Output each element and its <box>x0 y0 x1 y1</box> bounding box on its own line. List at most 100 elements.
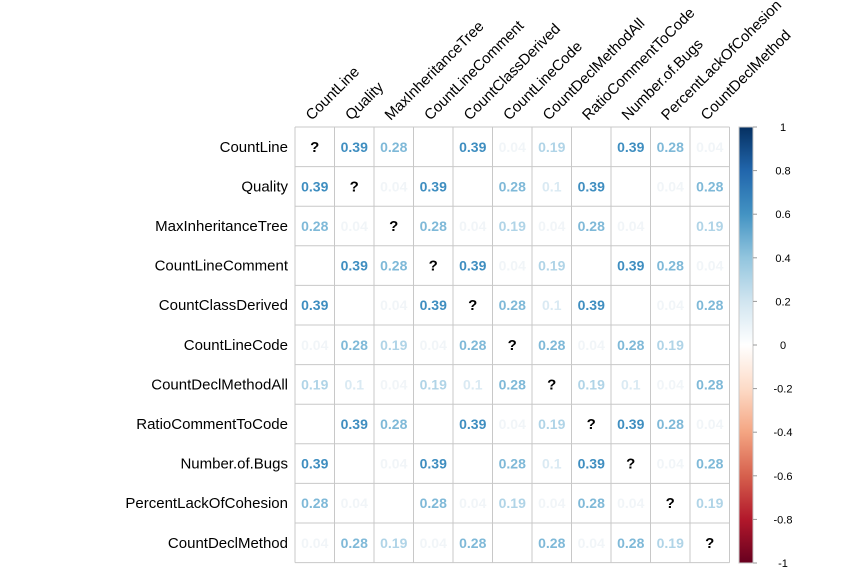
cell-value: 0 <box>587 258 595 274</box>
cell-value: 0.28 <box>657 416 684 432</box>
colorbar: 1 0.8 0.6 0.4 0.2 0 -0.2 -0.4 -0.6 -0.8 -1 <box>738 122 793 570</box>
cell-value: 0.39 <box>341 416 368 432</box>
cell-value: 0.04 <box>578 337 605 353</box>
cell-value: 0.19 <box>696 218 723 234</box>
cell-value: 0.39 <box>420 178 447 194</box>
cell-value: 0.28 <box>341 337 368 353</box>
cell-value: 0 <box>469 178 477 194</box>
row-label: MaxInheritanceTree <box>155 218 288 235</box>
cell-value: 0.19 <box>499 495 526 511</box>
cell-value: 0.39 <box>301 178 328 194</box>
cell-value: 0.39 <box>617 139 644 155</box>
cell-value: 0.39 <box>341 258 368 274</box>
cell-value: 0.39 <box>617 258 644 274</box>
colorbar-tick-label: -0.4 <box>774 427 793 439</box>
cell-value: 0.04 <box>341 218 368 234</box>
cell-value: 0.39 <box>301 456 328 472</box>
cell-value: 0.04 <box>538 218 565 234</box>
cell-value: 0.39 <box>420 297 447 313</box>
cell-value: 0.1 <box>463 376 483 392</box>
diagonal-symbol: ? <box>587 416 596 433</box>
row-label: CountDeclMethodAll <box>151 376 288 393</box>
colorbar-gradient <box>738 126 754 564</box>
colorbar-tick-label: 0.6 <box>775 209 790 221</box>
cell-value: 0.04 <box>617 218 644 234</box>
cell-value: 0.19 <box>578 376 605 392</box>
cell-value: 0.28 <box>696 456 723 472</box>
cell-value: 0.04 <box>380 376 407 392</box>
cell-value: 0.39 <box>301 297 328 313</box>
cell-value: 0.04 <box>578 535 605 551</box>
cell-value: 0.19 <box>657 535 684 551</box>
cell-value: 0.28 <box>538 337 565 353</box>
colorbar-tick-label: 0.2 <box>775 296 790 308</box>
cell-value: 0.04 <box>301 535 328 551</box>
cell-value: 0.28 <box>420 218 447 234</box>
row-label: RatioCommentToCode <box>136 416 288 433</box>
cell-value: 0.04 <box>696 139 723 155</box>
cell-value: 0.1 <box>542 297 562 313</box>
cell-value: 0 <box>311 258 319 274</box>
colorbar-tick-label: -0.8 <box>774 514 793 526</box>
colorbar-tick-label: -0.2 <box>774 384 793 396</box>
cell-value: 0.1 <box>542 456 562 472</box>
diagonal-symbol: ? <box>468 297 477 314</box>
row-label: Number.of.Bugs <box>180 456 288 473</box>
row-labels: CountLine Quality MaxInheritanceTree CountL… <box>125 139 288 552</box>
cell-value: 0.28 <box>696 297 723 313</box>
row-label: CountLineCode <box>184 337 288 354</box>
cell-value: 0.1 <box>621 376 641 392</box>
cell-value: 0.39 <box>578 178 605 194</box>
row-label: PercentLackOfCohesion <box>125 495 288 512</box>
cell-value: 0.19 <box>499 218 526 234</box>
cell-value: 0.28 <box>617 337 644 353</box>
colorbar-tick-label: -0.6 <box>774 471 793 483</box>
cell-value: 0.19 <box>657 337 684 353</box>
cell-value: 0 <box>311 416 319 432</box>
cell-value: 0.04 <box>301 337 328 353</box>
cell-value: 0.04 <box>657 376 684 392</box>
cell-value: 0.28 <box>578 495 605 511</box>
cell-value: 0.04 <box>657 178 684 194</box>
cell-value: 0.19 <box>301 376 328 392</box>
cell-value: 0.04 <box>499 139 526 155</box>
cell-value: 0 <box>350 297 358 313</box>
cell-value: 0.28 <box>341 535 368 551</box>
cell-value: 0.28 <box>499 178 526 194</box>
colorbar-tick-label: 1 <box>780 122 786 134</box>
cell-value: 0.39 <box>578 297 605 313</box>
cell-value: 0.19 <box>380 337 407 353</box>
cell-value: 0 <box>666 218 674 234</box>
cell-value: 0 <box>429 416 437 432</box>
cell-value: 0 <box>350 456 358 472</box>
cell-value: 0.04 <box>459 218 486 234</box>
cell-value: 0.04 <box>657 456 684 472</box>
cell-value: 0.04 <box>657 297 684 313</box>
diagonal-symbol: ? <box>350 178 359 195</box>
cell-value: 0.04 <box>617 495 644 511</box>
diagonal-symbol: ? <box>310 139 319 156</box>
cell-value: 0.04 <box>380 456 407 472</box>
cell-value: 0 <box>627 297 635 313</box>
cell-value: 0.39 <box>617 416 644 432</box>
cell-value: 0.04 <box>538 495 565 511</box>
row-label: CountLine <box>220 139 288 156</box>
cell-value: 0.28 <box>380 416 407 432</box>
cell-value: 0.39 <box>578 456 605 472</box>
column-labels: CountLineQualityMaxInheritanceTreeCountL… <box>303 0 795 124</box>
cell-value: 0.28 <box>696 376 723 392</box>
cell-value: 0 <box>627 178 635 194</box>
cell-value: 0.39 <box>459 258 486 274</box>
grid <box>294 126 730 564</box>
cell-value: 0.04 <box>420 535 447 551</box>
cell-value: 0.19 <box>538 258 565 274</box>
cell-value: 0.19 <box>380 535 407 551</box>
cell-value: 0.19 <box>696 495 723 511</box>
cell-value: 0.28 <box>499 456 526 472</box>
cell-value: 0.1 <box>345 376 365 392</box>
cell-value: 0 <box>390 495 398 511</box>
cell-value: 0.04 <box>420 337 447 353</box>
row-label: CountLineComment <box>155 258 289 275</box>
cell-value: 0.28 <box>380 258 407 274</box>
